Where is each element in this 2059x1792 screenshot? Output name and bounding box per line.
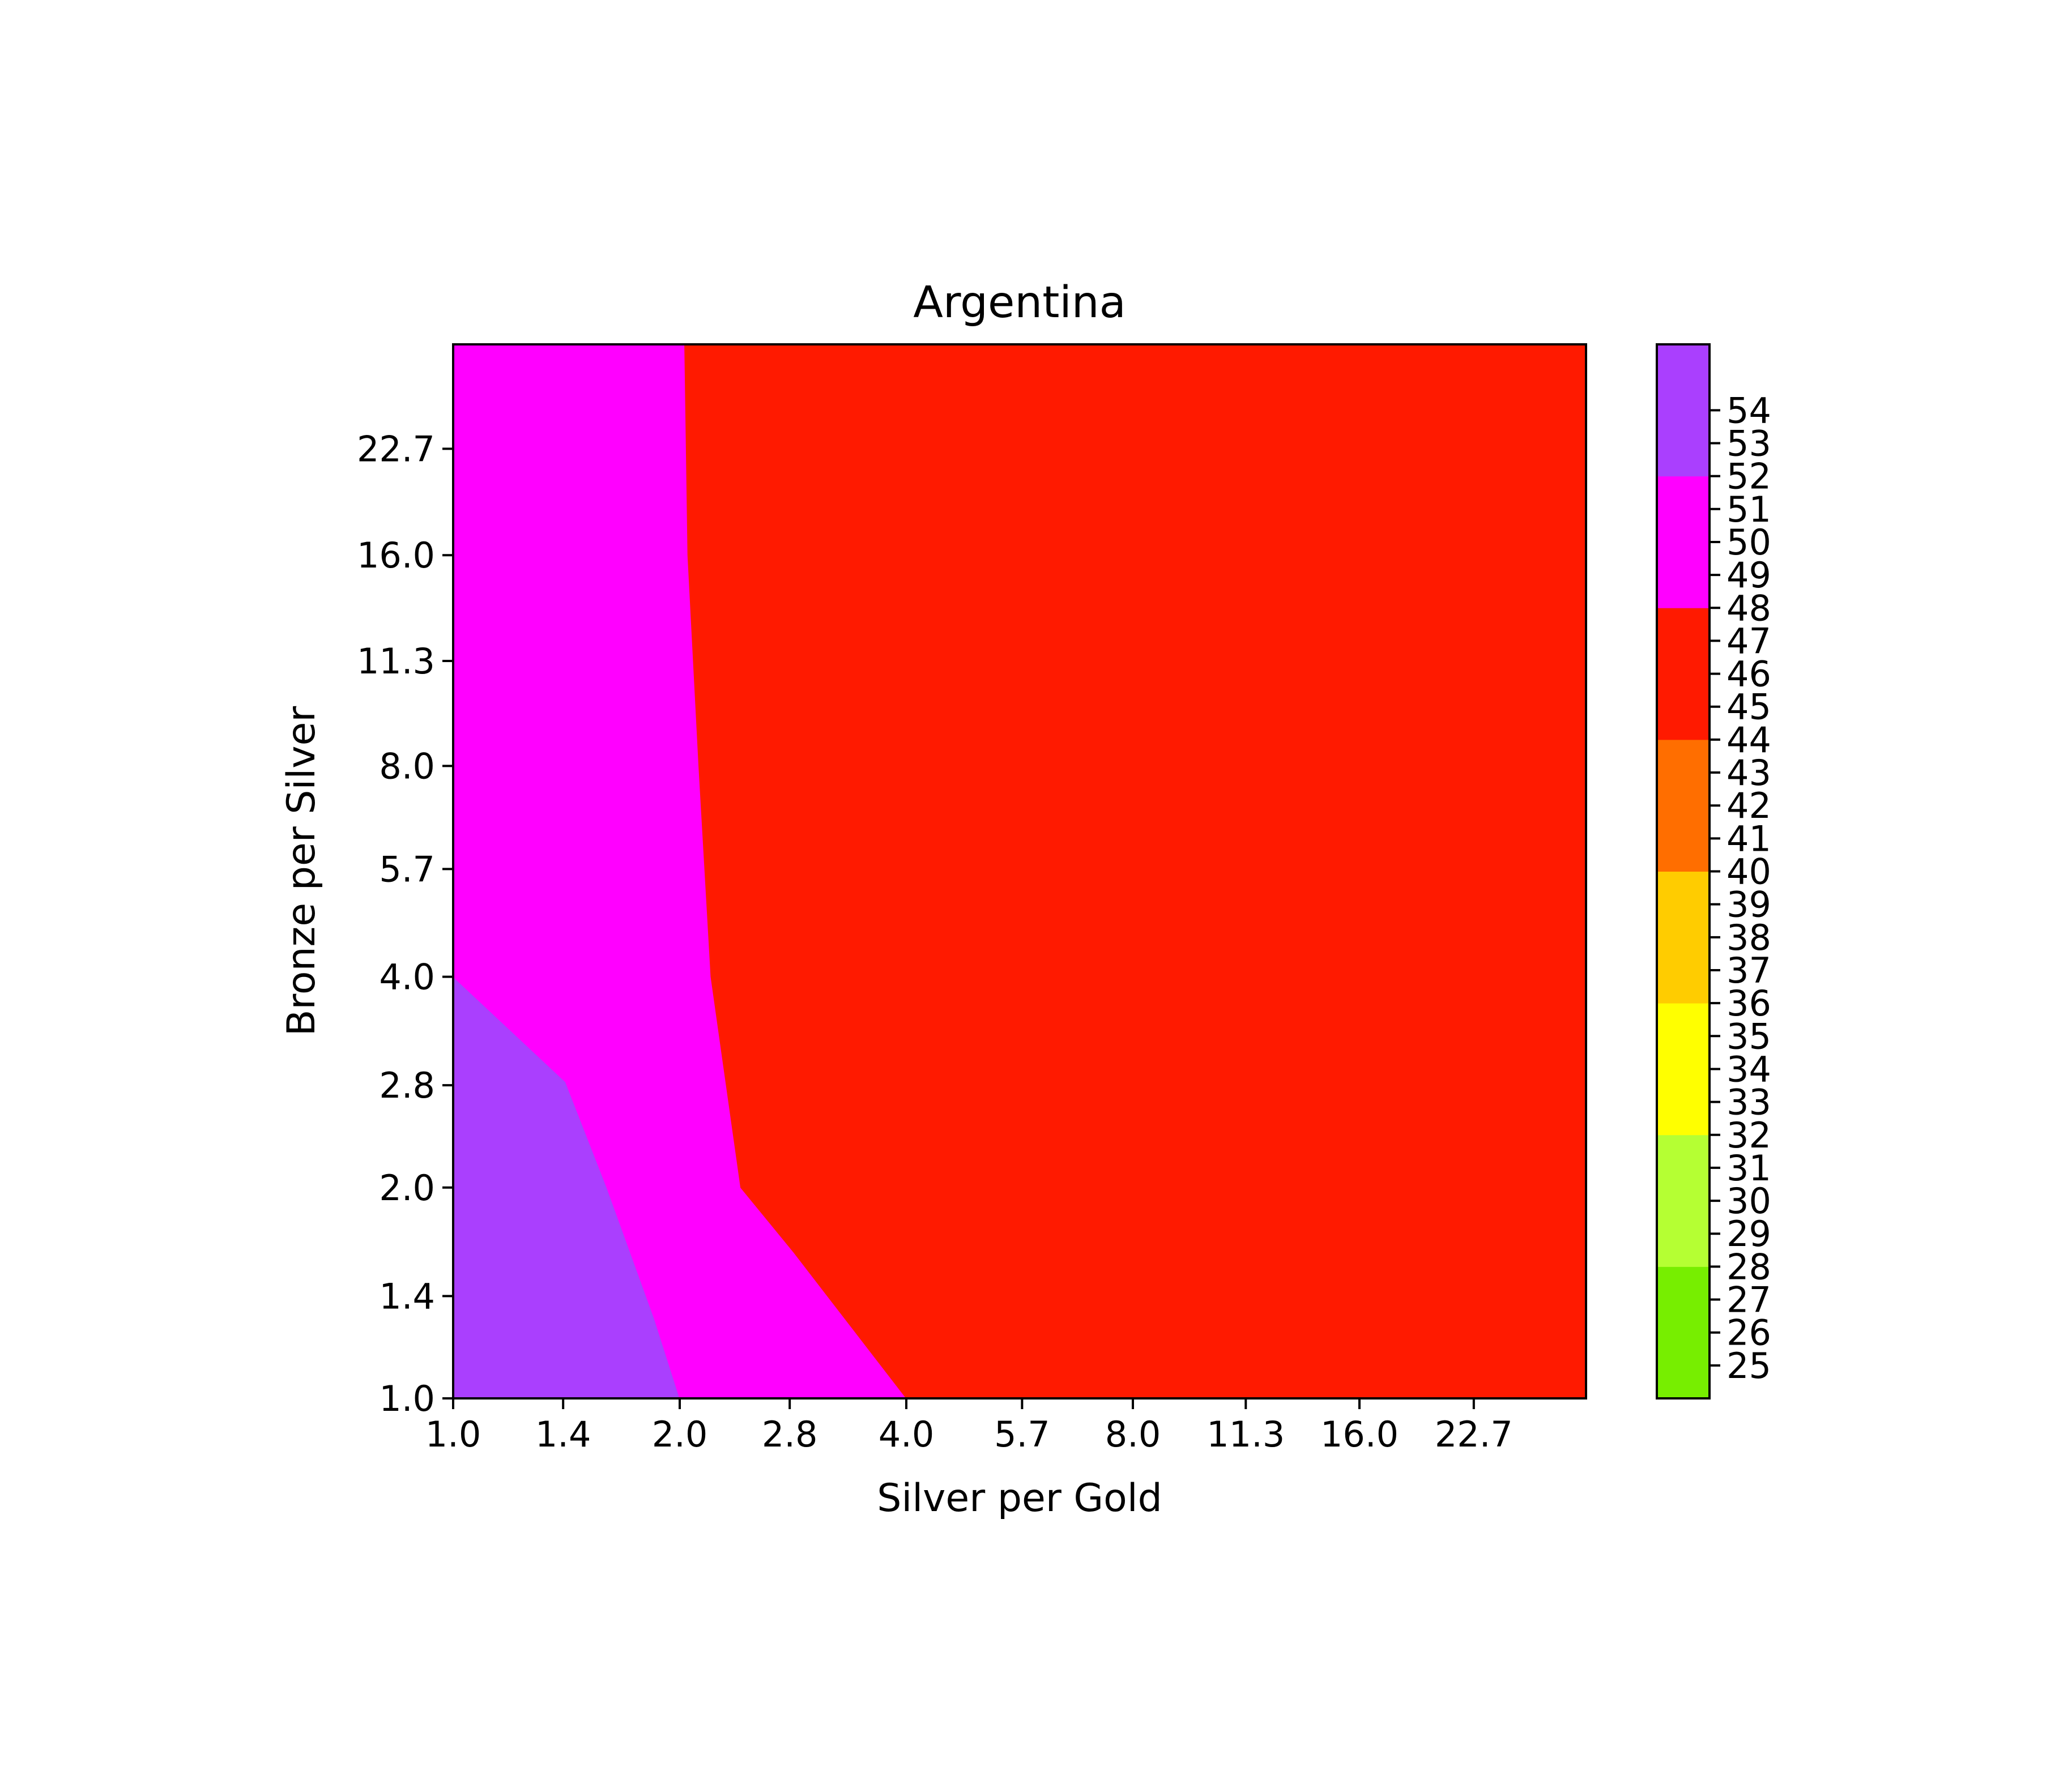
y-tick-label: 8.0 [379, 745, 435, 787]
colorbar-band-24-28 [1656, 1266, 1710, 1399]
y-tick-label: 5.7 [379, 848, 435, 890]
x-axis: 1.0 1.4 2.0 2.8 4.0 5.7 8.0 11.3 16.0 22.7 [425, 1398, 1513, 1455]
colorbar-tick-label: 30 [1727, 1180, 1771, 1222]
y-tick-label: 1.4 [379, 1275, 435, 1317]
x-tick-label: 2.8 [762, 1414, 818, 1455]
y-tick-label: 16.0 [357, 535, 435, 576]
x-tick-label: 5.7 [994, 1414, 1050, 1455]
colorbar-tick-label: 39 [1727, 884, 1771, 925]
colorbar-tick-label: 38 [1727, 917, 1771, 958]
y-tick-label: 2.0 [379, 1167, 435, 1209]
x-axis-label: Silver per Gold [877, 1476, 1162, 1521]
colorbar-tick-label: 40 [1727, 851, 1771, 893]
x-tick-label: 2.0 [652, 1414, 708, 1455]
colorbar-tick-label: 37 [1727, 950, 1771, 991]
colorbar-tick-label: 26 [1727, 1312, 1771, 1354]
colorbar-band-52-56 [1656, 344, 1710, 477]
colorbar-tick-label: 32 [1727, 1115, 1771, 1156]
x-tick-label: 1.4 [535, 1414, 591, 1455]
colorbar-ticks: 2526272829303132333435363738394041424344… [1710, 390, 1771, 1386]
colorbar-tick-label: 51 [1727, 489, 1771, 530]
plot-frame [452, 343, 1587, 1400]
contour-region-44-48 [684, 344, 1587, 1399]
x-tick-label: 22.7 [1435, 1414, 1513, 1455]
y-tick-label: 2.8 [379, 1065, 435, 1106]
y-tick-label: 11.3 [357, 641, 435, 682]
colorbar-tick-label: 35 [1727, 1016, 1771, 1057]
colorbar-tick-label: 27 [1727, 1279, 1771, 1321]
y-axis-label: Bronze per Silver [279, 706, 324, 1036]
y-tick-label: 1.0 [379, 1378, 435, 1419]
y-axis: 1.0 1.4 2.0 2.8 4.0 5.7 8.0 11.3 16.0 22.7 [357, 428, 453, 1419]
colorbar-tick-label: 29 [1727, 1213, 1771, 1255]
colorbar-band-48-52 [1656, 476, 1710, 608]
colorbar-tick-label: 34 [1727, 1048, 1771, 1090]
y-tick-label: 4.0 [379, 957, 435, 998]
colorbar-tick-label: 54 [1727, 390, 1771, 431]
colorbar-tick-label: 44 [1727, 719, 1771, 761]
colorbar-tick-label: 48 [1727, 587, 1771, 629]
y-tick-label: 22.7 [357, 428, 435, 470]
colorbar-band-32-36 [1656, 1002, 1710, 1136]
x-tick-label: 16.0 [1320, 1414, 1399, 1455]
colorbar-tick-label: 28 [1727, 1246, 1771, 1287]
colorbar-tick-label: 49 [1727, 554, 1771, 596]
colorbar-band-36-40 [1656, 871, 1710, 1004]
colorbar-tick-label: 50 [1727, 522, 1771, 563]
colorbar-tick-label: 45 [1727, 686, 1771, 728]
colorbar-tick-label: 43 [1727, 752, 1771, 793]
colorbar-tick-label: 52 [1727, 456, 1771, 497]
plot-area [453, 344, 1587, 1399]
colorbar-tick-label: 33 [1727, 1082, 1771, 1123]
colorbar-tick-label: 53 [1727, 423, 1771, 464]
x-tick-label: 8.0 [1105, 1414, 1161, 1455]
x-tick-label: 4.0 [879, 1414, 935, 1455]
colorbar-tick-label: 41 [1727, 818, 1771, 859]
colorbar-tick-label: 36 [1727, 983, 1771, 1024]
colorbar-band-40-44 [1656, 739, 1710, 872]
colorbar-band-44-48 [1656, 607, 1710, 740]
colorbar-tick-label: 31 [1727, 1147, 1771, 1189]
x-tick-label: 11.3 [1207, 1414, 1285, 1455]
colorbar-tick-label: 42 [1727, 785, 1771, 826]
colorbar-tick-label: 46 [1727, 654, 1771, 695]
colorbar-tick-label: 25 [1727, 1345, 1771, 1386]
colorbar-band-28-32 [1656, 1134, 1710, 1267]
x-tick-label: 1.0 [425, 1414, 481, 1455]
chart-title: Argentina [913, 278, 1126, 328]
colorbar [1656, 344, 1710, 1399]
colorbar-tick-label: 47 [1727, 620, 1771, 662]
